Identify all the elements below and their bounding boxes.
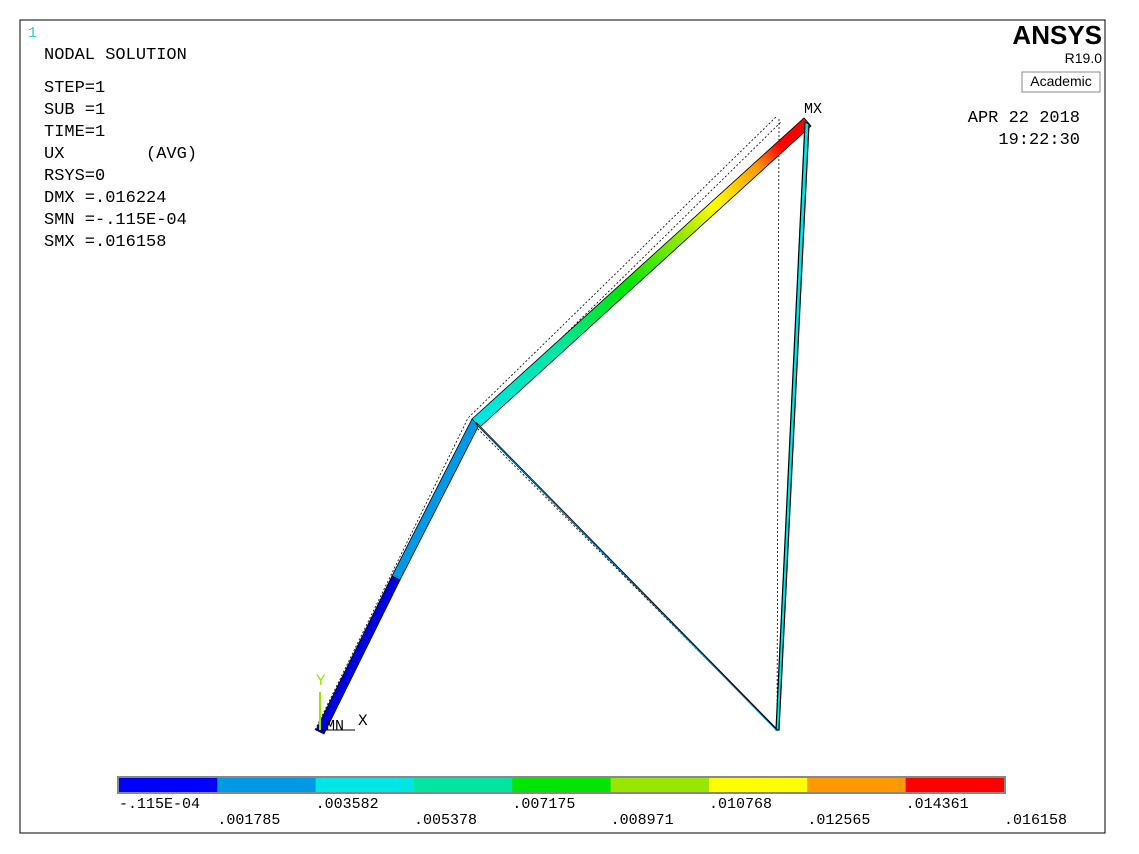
y-axis-label: Y (316, 672, 326, 690)
legend-swatch (217, 778, 316, 792)
legend-swatch (807, 778, 906, 792)
info-line: SMN =-.115E-04 (44, 211, 187, 230)
legend-label: .007175 (512, 796, 575, 813)
legend-label: .001785 (217, 812, 280, 829)
release: R19.0 (1065, 50, 1103, 66)
legend-swatch (512, 778, 611, 792)
plot-title: NODAL SOLUTION (44, 46, 187, 65)
color-legend: -.115E-04 .001785 .003582 .005378 .007175 .00… (117, 776, 1067, 829)
info-line: UX (AVG) (44, 145, 197, 164)
info-line: RSYS=0 (44, 167, 105, 186)
legend-swatch (610, 778, 709, 792)
legend-label: .010768 (709, 796, 772, 813)
info-line: SUB =1 (44, 101, 105, 120)
legend-swatch (414, 778, 513, 792)
window-number: 1 (28, 25, 37, 42)
legend-label: .003582 (316, 796, 379, 813)
deformed-shape (315, 117, 812, 735)
legend-label: .008971 (611, 812, 674, 829)
info-line: DMX =.016224 (44, 189, 166, 208)
x-axis-label: X (358, 712, 368, 730)
legend-label: .014361 (906, 796, 969, 813)
info-line: SMX =.016158 (44, 233, 166, 252)
legend-label: .016158 (1004, 812, 1067, 829)
max-marker: MX (804, 101, 822, 118)
info-line: TIME=1 (44, 123, 105, 142)
logo: ANSYS (1012, 20, 1102, 50)
legend-swatch (315, 778, 414, 792)
edition-box (1021, 71, 1101, 93)
edition: Academic (1030, 73, 1091, 89)
legend-label: -.115E-04 (119, 796, 200, 813)
date: APR 22 2018 (968, 109, 1080, 128)
info-line: STEP=1 (44, 79, 105, 98)
plot-frame (19, 19, 1106, 834)
legend-label: .005378 (414, 812, 477, 829)
info-block: STEP=1 SUB =1 TIME=1 UX (AVG) RSYS=0 DMX =.01… (44, 79, 197, 252)
legend-swatch (119, 778, 218, 792)
time: 19:22:30 (998, 131, 1080, 150)
legend-label: .012565 (807, 812, 870, 829)
min-marker: MN (326, 718, 344, 735)
legend-swatch (709, 778, 808, 792)
legend-swatch (905, 778, 1004, 792)
